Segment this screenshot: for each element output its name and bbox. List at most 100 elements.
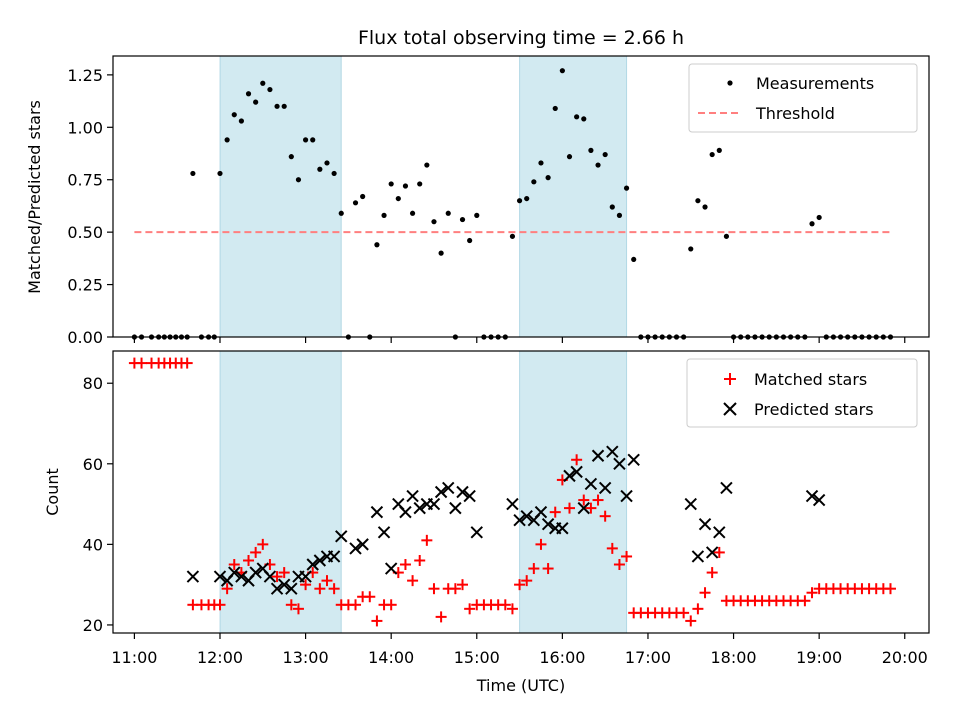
measurement-point xyxy=(295,177,302,183)
matched-star-point xyxy=(606,542,618,554)
top-ytick-label: 0.00 xyxy=(67,328,103,347)
measurement-point xyxy=(260,80,266,86)
measurement-point xyxy=(623,185,630,191)
matched-star-point xyxy=(350,599,362,611)
matched-star-point xyxy=(592,494,604,506)
measurement-point xyxy=(217,170,223,177)
measurement-point xyxy=(317,166,323,172)
measurement-point xyxy=(566,154,573,160)
predicted-star-point xyxy=(434,485,448,499)
measurement-point xyxy=(231,112,237,118)
measurement-point xyxy=(688,246,694,252)
xtick-label: 13:00 xyxy=(283,648,329,667)
matched-star-point xyxy=(181,357,193,369)
bottom-axes-frame xyxy=(112,350,930,634)
measurement-point xyxy=(545,175,551,181)
predicted-star-point xyxy=(356,538,369,551)
measurement-point xyxy=(417,181,423,187)
matched-star-point xyxy=(599,510,611,522)
bottom-shaded-intervals xyxy=(219,350,628,634)
xtick-label: 11:00 xyxy=(111,648,157,667)
predicted-star-point xyxy=(413,501,426,515)
measurement-point xyxy=(253,99,259,105)
measurement-point xyxy=(709,151,715,158)
matched-star-point xyxy=(706,567,718,579)
measurement-point xyxy=(281,103,287,109)
predicted-star-point xyxy=(463,489,476,503)
matched-star-point xyxy=(421,534,433,546)
bottom-legend: Matched stars Predicted stars xyxy=(686,358,918,428)
matched-star-point xyxy=(521,575,533,587)
predicted-star-point xyxy=(506,497,519,511)
matched-star-point xyxy=(414,554,426,566)
bot-ytick-label: 40 xyxy=(83,535,103,554)
bot-ytick-label: 60 xyxy=(83,455,103,474)
predicted-star-point xyxy=(228,566,241,579)
matched-star-point xyxy=(713,546,725,558)
predicted-star-point xyxy=(384,562,398,575)
bottom-legend-box xyxy=(686,358,918,428)
predicted-star-point xyxy=(449,501,462,515)
matched-star-point xyxy=(578,494,590,506)
measurement-point xyxy=(302,137,309,143)
measurement-point xyxy=(445,210,451,216)
measurement-point xyxy=(581,116,587,122)
predicted-star-point xyxy=(285,582,298,595)
matched-star-point xyxy=(806,587,818,599)
measurement-point xyxy=(516,198,523,204)
bottom-y-ticks: 20 40 60 80 xyxy=(83,374,113,635)
top-shade-1 xyxy=(519,55,628,338)
matched-star-point xyxy=(228,559,240,571)
measurement-point xyxy=(374,242,380,248)
predicted-star-point xyxy=(556,522,569,535)
top-ytick-label: 1.25 xyxy=(67,66,103,85)
measurement-point xyxy=(424,162,430,168)
matched-star-point xyxy=(371,615,383,627)
measurement-point xyxy=(238,118,244,124)
measurement-point xyxy=(388,181,394,187)
matched-star-point xyxy=(542,563,554,575)
top-y-axis-label: Matched/Predicted stars xyxy=(25,100,44,294)
matched-star-point xyxy=(243,554,255,566)
top-axes-frame xyxy=(112,55,930,338)
measurement-point xyxy=(338,210,344,216)
xtick-label: 18:00 xyxy=(711,648,757,667)
matched-star-point xyxy=(585,502,597,514)
measurement-point xyxy=(395,195,401,202)
xtick-label: 16:00 xyxy=(539,648,585,667)
matched-star-point xyxy=(884,583,896,595)
matched-star-point xyxy=(214,599,226,611)
legend-measurements-label: Measurements xyxy=(756,74,874,93)
predicted-star-point xyxy=(534,505,548,519)
predicted-star-point xyxy=(620,489,633,503)
measurement-point xyxy=(816,214,822,221)
matched-star-point xyxy=(613,559,625,571)
matched-star-point xyxy=(285,599,297,611)
measurement-point xyxy=(331,170,337,177)
bot-ytick-label: 20 xyxy=(83,616,103,635)
matched-star-point xyxy=(699,587,711,599)
predicted-star-point xyxy=(684,497,697,511)
xtick-label: 14:00 xyxy=(368,648,414,667)
predicted-star-point xyxy=(249,566,262,579)
matched-star-point xyxy=(136,357,148,369)
matched-star-point xyxy=(506,603,518,615)
measurement-point xyxy=(474,212,480,218)
matched-star-point xyxy=(364,591,376,603)
predicted-star-point xyxy=(399,505,412,519)
measurement-point xyxy=(381,212,387,218)
predicted-star-point xyxy=(277,578,291,591)
xtick-label: 19:00 xyxy=(796,648,842,667)
top-shade-0 xyxy=(219,55,342,338)
predicted-star-point xyxy=(541,518,555,531)
matched-star-point xyxy=(250,546,262,558)
predicted-star-point xyxy=(591,449,605,462)
matched-star-point xyxy=(799,595,811,607)
predicted-star-point xyxy=(805,489,819,503)
xtick-label: 20:00 xyxy=(882,648,928,667)
measurement-point xyxy=(631,256,637,263)
predicted-star-point xyxy=(235,570,248,583)
matched-star-point xyxy=(514,579,526,591)
predicted-star-point xyxy=(812,493,826,507)
